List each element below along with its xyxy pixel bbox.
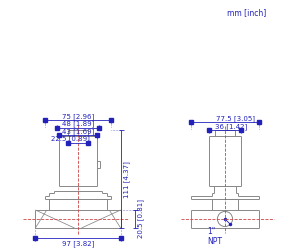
Text: 75 [2.96]: 75 [2.96]: [62, 113, 94, 120]
Text: 20.5 [0.81]: 20.5 [0.81]: [138, 199, 144, 239]
Text: 36 [1.42]: 36 [1.42]: [215, 123, 247, 130]
Text: 77.5 [3.05]: 77.5 [3.05]: [215, 115, 254, 122]
Text: 1"
NPT: 1" NPT: [207, 227, 222, 246]
Text: 48 [1.89]: 48 [1.89]: [62, 121, 94, 127]
Text: 97 [3.82]: 97 [3.82]: [62, 241, 94, 247]
Text: 22.5 [0.89]: 22.5 [0.89]: [51, 135, 89, 142]
Text: mm [inch]: mm [inch]: [227, 8, 267, 17]
Text: 43 [1.69]: 43 [1.69]: [62, 128, 94, 135]
Text: 111 [4.37]: 111 [4.37]: [124, 161, 130, 198]
